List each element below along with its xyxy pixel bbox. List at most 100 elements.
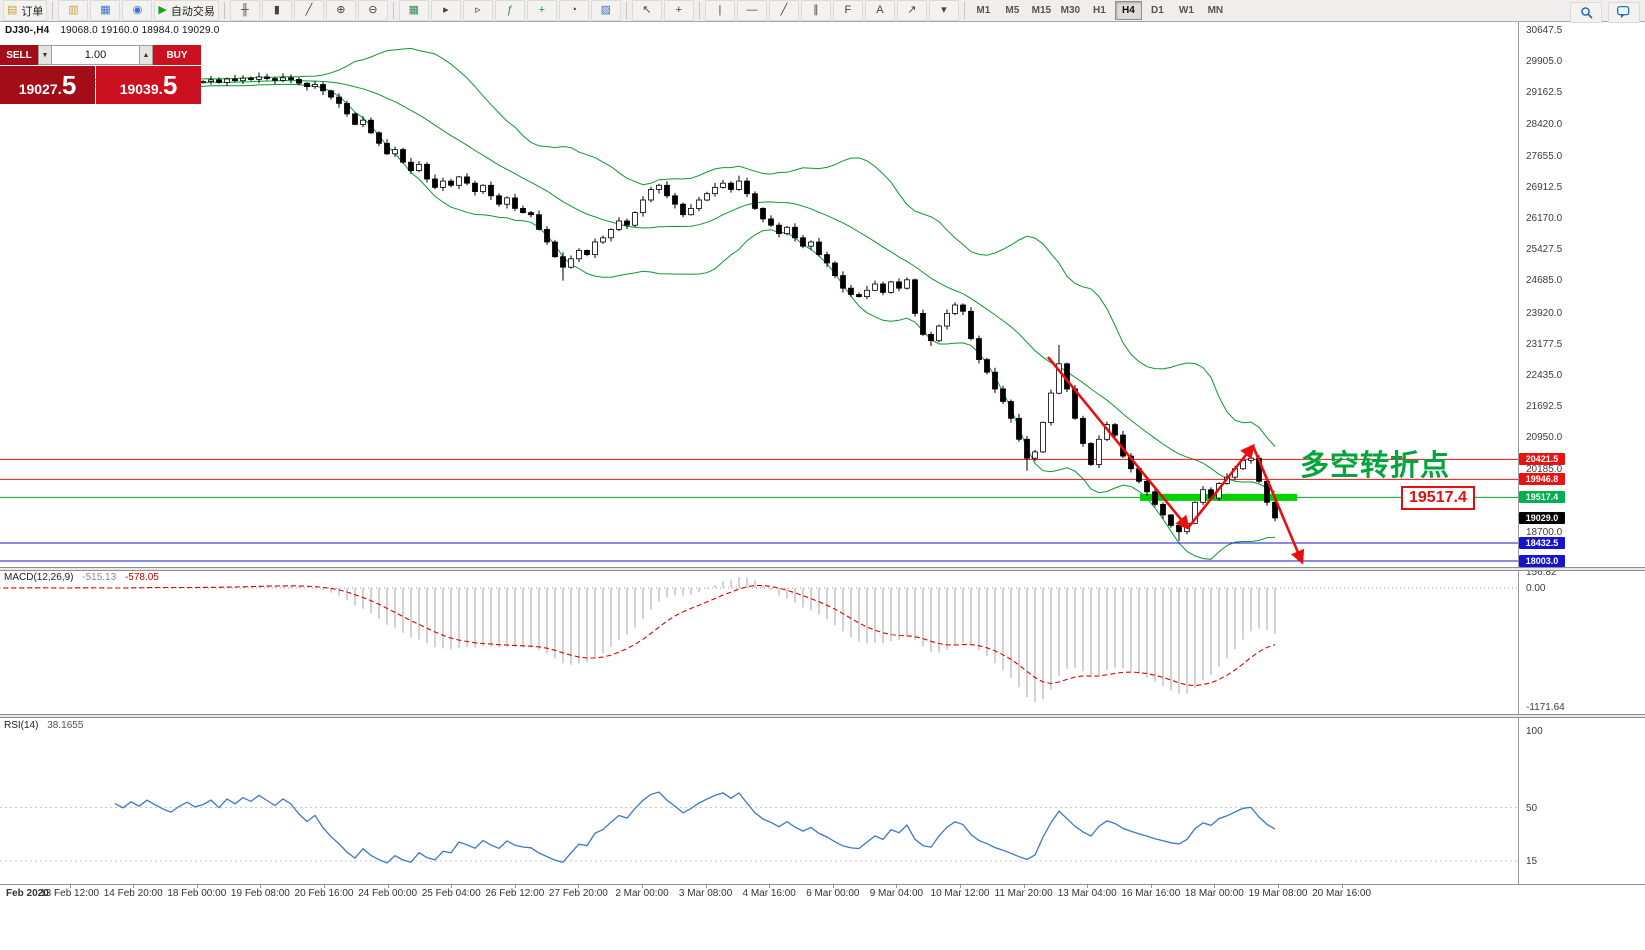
time-axis-tick bbox=[451, 884, 453, 888]
time-axis-label: 16 Mar 16:00 bbox=[1121, 888, 1181, 899]
cursor-icon: ↖ bbox=[642, 4, 652, 16]
chart-shift-button[interactable]: ▹ bbox=[462, 0, 493, 21]
timeframe-button-h1[interactable]: H1 bbox=[1092, 5, 1106, 16]
sell-price-main: 19027 bbox=[18, 81, 58, 97]
time-axis-label: 10 Mar 12:00 bbox=[930, 888, 990, 899]
macd-pane-svg[interactable] bbox=[0, 571, 1518, 714]
timeframe-button-m1[interactable]: M1 bbox=[976, 5, 991, 16]
macd-axis-label: -1171.64 bbox=[1526, 702, 1565, 713]
candlestick-chart-button[interactable]: ▮ bbox=[261, 0, 292, 21]
chat-icon bbox=[1616, 6, 1629, 18]
volume-decrement-button[interactable]: ▼ bbox=[38, 45, 52, 65]
macd-axis-label: 0.00 bbox=[1526, 583, 1546, 594]
fibonacci-button[interactable]: F bbox=[832, 0, 863, 21]
timeframe-button-mn[interactable]: MN bbox=[1207, 5, 1224, 16]
price-axis: 30647.5 29905.0 29162.5 28420.0 27655.0 26912… bbox=[1518, 0, 1645, 950]
period-button[interactable]: ◔ bbox=[558, 0, 589, 21]
toolbar-separator bbox=[698, 2, 700, 19]
help-button[interactable]: ◉ bbox=[122, 0, 153, 21]
horizontal-line-icon: — bbox=[746, 4, 758, 16]
auto-scroll-icon: ▸ bbox=[443, 4, 449, 16]
chart-macd-splitter[interactable] bbox=[0, 567, 1645, 571]
time-axis-label: 11 Mar 20:00 bbox=[994, 888, 1053, 899]
price-line-badge[interactable]: 18003.0 bbox=[1519, 555, 1565, 567]
time-axis-tick bbox=[196, 884, 198, 888]
trendline-button[interactable]: ╱ bbox=[768, 0, 799, 21]
crosshair-button[interactable]: + bbox=[663, 0, 694, 21]
line-chart-icon: ╱ bbox=[305, 4, 313, 16]
price-axis-label: 26170.0 bbox=[1526, 213, 1563, 224]
price-line-badge[interactable]: 19029.0 bbox=[1519, 512, 1565, 524]
auto-scroll-button[interactable]: ▸ bbox=[430, 0, 461, 21]
price-line-badge[interactable]: 20421.5 bbox=[1519, 453, 1565, 465]
chart-profile-button[interactable]: ▥ bbox=[58, 0, 89, 21]
bar-chart-button[interactable]: ╫ bbox=[229, 0, 260, 21]
macd-rsi-splitter[interactable] bbox=[0, 714, 1645, 718]
macd-title: MACD(12,26,9) -515.13 -578.05 bbox=[4, 572, 159, 583]
cursor-button[interactable]: ↖ bbox=[631, 0, 662, 21]
timeframe-button-m5[interactable]: M5 bbox=[1005, 5, 1020, 16]
line-chart-button[interactable]: ╱ bbox=[293, 0, 324, 21]
add-indicator-button[interactable]: + bbox=[526, 0, 557, 21]
channel-button[interactable]: ∥ bbox=[800, 0, 831, 21]
turning-point-annotation[interactable]: 多空转折点 bbox=[1300, 450, 1451, 482]
time-axis-label: 4 Mar 16:00 bbox=[742, 888, 796, 899]
price-axis-label: 20185.0 bbox=[1526, 464, 1563, 475]
buy-button[interactable]: BUY bbox=[153, 45, 201, 65]
chart-shift-icon: ▹ bbox=[475, 4, 481, 16]
sell-button[interactable]: SELL bbox=[0, 45, 38, 65]
volume-increment-button[interactable]: ▲ bbox=[139, 45, 153, 65]
arrows-icon: ↗ bbox=[907, 4, 917, 16]
quote-header: DJ30-,H4 19068.0 19160.0 18984.0 19029.0 bbox=[5, 25, 220, 36]
time-axis-tick bbox=[1023, 884, 1025, 888]
time-axis-tick bbox=[1278, 884, 1279, 888]
time-axis-tick bbox=[578, 884, 580, 888]
timeframe-button-d1[interactable]: D1 bbox=[1150, 5, 1164, 16]
timeframe-button-w1[interactable]: W1 bbox=[1178, 5, 1194, 16]
new-order-button-label: 订单 bbox=[21, 5, 44, 18]
shapes-button[interactable]: ▾ bbox=[928, 0, 959, 21]
price-line-badge[interactable]: 19946.8 bbox=[1519, 473, 1565, 485]
search-button[interactable] bbox=[1570, 2, 1602, 23]
vertical-line-button[interactable]: | bbox=[704, 0, 735, 21]
buy-price-display[interactable]: 19039. 5 bbox=[96, 66, 201, 104]
price-line-badge[interactable]: 18432.5 bbox=[1519, 537, 1565, 549]
rsi-title: RSI(14) 38.1655 bbox=[4, 720, 83, 731]
price-axis-label: 24685.0 bbox=[1526, 275, 1563, 286]
arrows-button[interactable]: ↗ bbox=[896, 0, 927, 21]
price-callout-annotation[interactable]: 19517.4 bbox=[1401, 486, 1475, 510]
new-order-button[interactable]: ▤ 订单 bbox=[3, 0, 48, 21]
zoom-out-button[interactable]: ⊖ bbox=[357, 0, 388, 21]
tile-windows-button[interactable]: ▦ bbox=[398, 0, 429, 21]
rsi-pane-svg[interactable] bbox=[0, 718, 1518, 884]
chart-profile-icon: ▥ bbox=[68, 4, 79, 16]
price-axis-label: 29905.0 bbox=[1526, 56, 1563, 67]
chat-button[interactable] bbox=[1608, 2, 1640, 23]
one-click-trading-panel: SELL ▼ 1.00 ▲ BUY 19027. 5 19039. 5 bbox=[0, 45, 201, 104]
price-line-badge[interactable]: 19517.4 bbox=[1519, 491, 1565, 503]
autotrade-button[interactable]: ▶ 自动交易 bbox=[154, 0, 219, 21]
text-button[interactable]: A bbox=[864, 0, 895, 21]
macd-name: MACD(12,26,9) bbox=[4, 572, 74, 583]
price-axis-label: 30647.5 bbox=[1526, 25, 1563, 36]
volume-stepper: ▼ 1.00 ▲ bbox=[38, 45, 153, 65]
indicators-button[interactable]: ƒ bbox=[494, 0, 525, 21]
horizontal-line-button[interactable]: — bbox=[736, 0, 767, 21]
time-axis-label: Feb 2020 bbox=[6, 888, 49, 899]
toolbar-right-group bbox=[1569, 2, 1641, 23]
timeframe-button-m15[interactable]: M15 bbox=[1031, 5, 1052, 16]
period-icon: ◔ bbox=[570, 4, 578, 16]
time-axis-tick bbox=[896, 884, 898, 888]
zoom-in-button[interactable]: ⊕ bbox=[325, 0, 356, 21]
time-axis-label: 18 Feb 00:00 bbox=[167, 888, 227, 899]
volume-value[interactable]: 1.00 bbox=[52, 45, 139, 65]
rsi-axis-label: 50 bbox=[1526, 803, 1538, 814]
data-window-button[interactable]: ▦ bbox=[90, 0, 121, 21]
main-chart-svg[interactable] bbox=[0, 22, 1518, 567]
sell-price-display[interactable]: 19027. 5 bbox=[0, 66, 95, 104]
timeframe-button-m30[interactable]: M30 bbox=[1060, 5, 1081, 16]
price-axis-label: 26912.5 bbox=[1526, 182, 1563, 193]
timeframe-button-h4[interactable]: H4 bbox=[1114, 1, 1142, 20]
rsi-axis-label: 100 bbox=[1526, 726, 1543, 737]
templates-button[interactable]: ▨ bbox=[590, 0, 621, 21]
